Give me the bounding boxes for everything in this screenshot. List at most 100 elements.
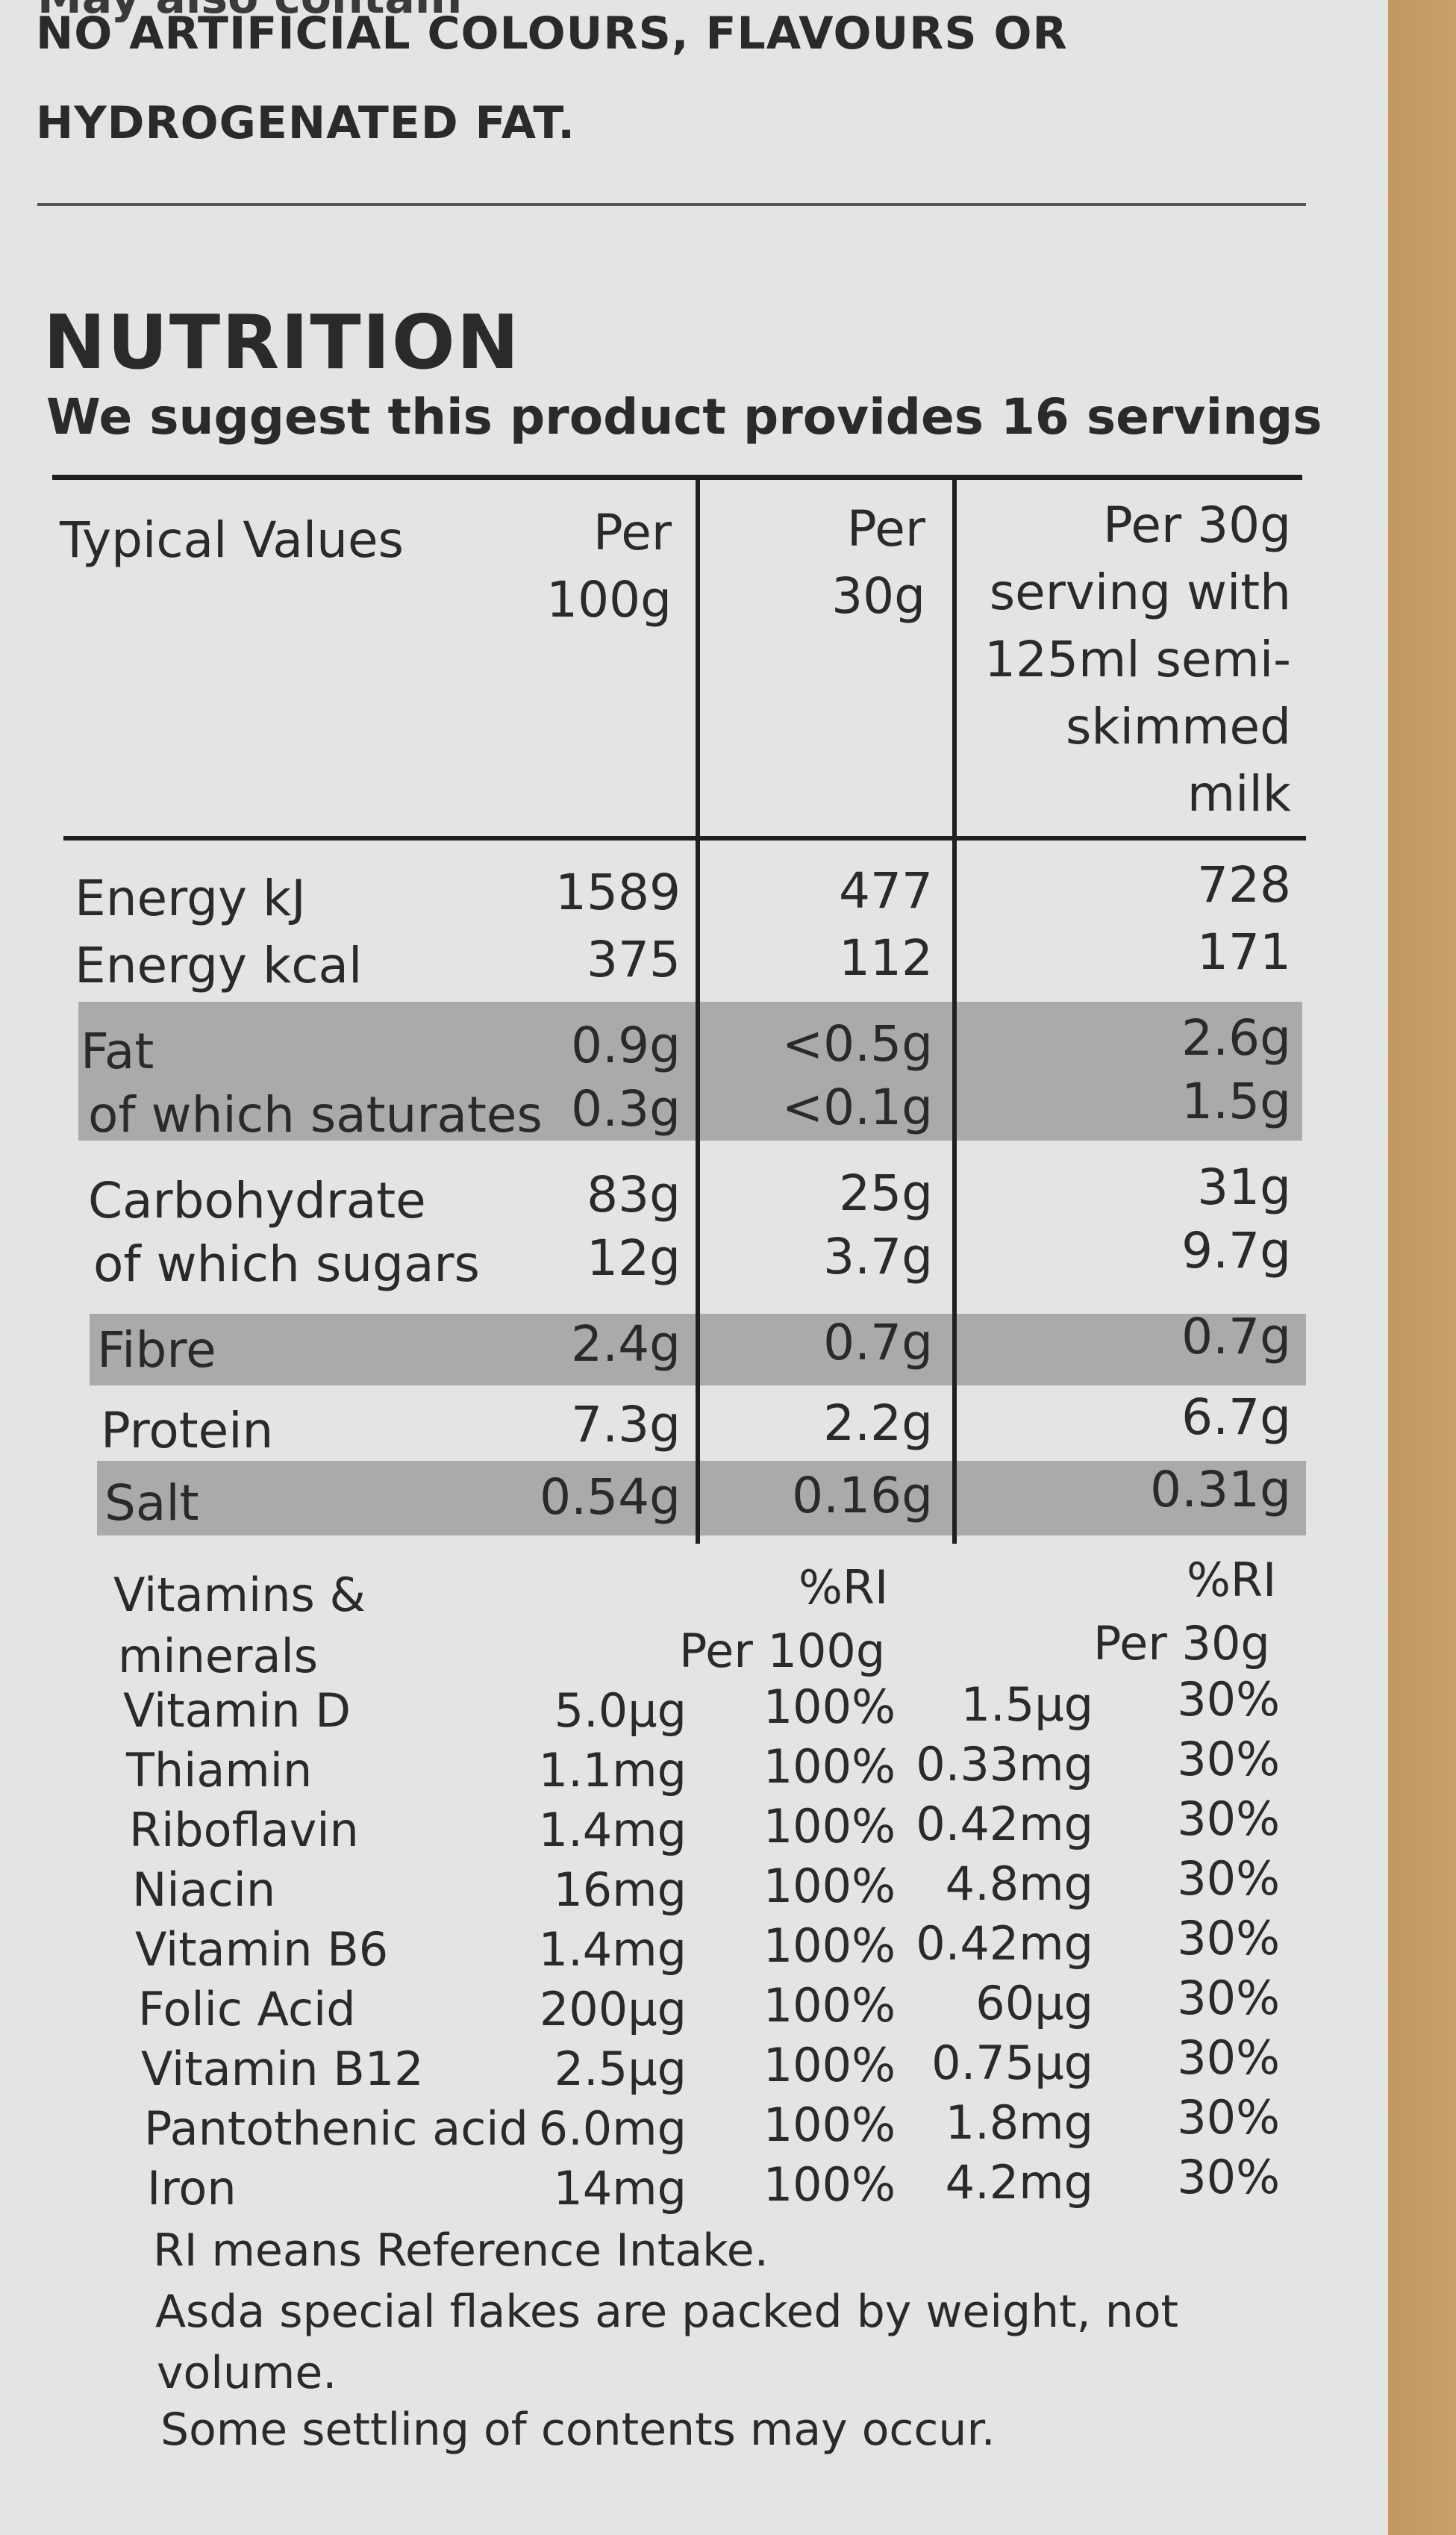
row-milk: 6.7g [1181,1388,1291,1446]
vitamin-ri100: 100% [763,1978,896,2033]
row-milk: 0.31g [1150,1461,1291,1518]
vitamin-per100: 200µg [539,1982,687,2036]
header-typical: Typical Values [60,511,404,569]
row-per100: 0.54g [540,1468,681,1526]
table-top-rule [52,475,1302,480]
vitamin-ri30: 30% [1177,2150,1280,2204]
row-label: of which saturates [88,1086,543,1144]
row-label: Energy kcal [75,937,363,994]
vitamin-per30: 4.2mg [945,2155,1093,2210]
row-per30: 0.16g [792,1467,933,1524]
vitamin-per30: 1.5µg [960,1677,1093,1732]
vitamin-ri30: 30% [1177,1672,1280,1727]
vitamin-name: Niacin [132,1862,276,1917]
header-milk-line3: 125ml semi- [984,631,1291,688]
vitamin-name: Vitamin B6 [135,1922,389,1977]
row-label: Fibre [97,1321,216,1379]
vitamin-per30: 0.33mg [916,1737,1093,1792]
ri-note: RI means Reference Intake. [153,2224,769,2277]
col-divider-1 [696,475,700,1544]
vitamins-ri-2: %RI [1187,1553,1277,1607]
vitamin-ri30: 30% [1177,1732,1280,1786]
header-rule [63,836,1306,841]
row-per30: 3.7g [823,1228,933,1285]
vitamin-per100: 1.1mg [538,1743,687,1797]
row-per30: 2.2g [823,1394,933,1452]
vitamin-per30: 60µg [975,1976,1093,2030]
vitamins-label-1: Vitamins & [113,1568,366,1622]
col-divider-2 [952,475,957,1544]
vitamin-per100: 14mg [553,2161,687,2216]
row-label: Salt [104,1474,199,1532]
header-milk-line5: milk [1187,765,1291,823]
row-per30: <0.5g [781,1015,933,1073]
header-milk-line1: Per 30g [1102,496,1291,554]
warning-line-1: NO ARTIFICIAL COLOURS, FLAVOURS OR [36,7,1068,60]
vitamin-per100: 16mg [553,1862,687,1917]
vitamin-ri100: 100% [763,2038,896,2092]
vitamin-ri30: 30% [1177,2090,1280,2145]
vitamin-per100: 1.4mg [538,1803,687,1857]
row-label: Protein [101,1402,274,1459]
warning-line-2: HYDROGENATED FAT. [36,97,575,149]
vitamin-per100: 2.5µg [554,2042,687,2096]
divider [37,203,1306,206]
vitamin-ri30: 30% [1177,2030,1280,2085]
vitamin-per30: 0.42mg [916,1797,1093,1851]
packed-note-2: volume. [157,2347,337,2399]
row-per100: 83g [587,1166,681,1223]
vitamin-ri100: 100% [763,2098,896,2152]
header-milk-line4: skimmed [1065,698,1291,755]
fat-shade [78,1002,1302,1141]
vitamin-per100: 5.0µg [554,1683,687,1738]
vitamin-ri100: 100% [763,1859,896,1913]
row-milk: 171 [1197,923,1291,981]
vitamin-name: Thiamin [126,1743,313,1797]
vitamins-ri-1: %RI [799,1560,889,1615]
vitamin-name: Pantothenic acid [144,2101,528,2156]
vitamin-ri100: 100% [763,1739,896,1794]
vitamin-per30: 0.75µg [931,2036,1093,2090]
row-label: of which sugars [93,1235,480,1293]
vitamin-ri100: 100% [763,2157,896,2212]
row-label: Energy kJ [75,870,306,927]
vitamin-ri100: 100% [763,1799,896,1853]
header-per30-line1: Per [846,500,925,558]
vitamins-per100: Per 100g [679,1624,886,1678]
row-per30: 0.7g [823,1314,933,1371]
row-milk: 9.7g [1181,1222,1291,1279]
row-per100: 7.3g [571,1396,681,1453]
header-per30-line2: 30g [831,567,925,625]
row-milk: 2.6g [1181,1009,1291,1067]
header-per100-line2: 100g [546,571,672,629]
row-per100: 0.3g [571,1080,681,1138]
vitamin-ri30: 30% [1177,1792,1280,1846]
vitamin-name: Vitamin B12 [141,2042,424,2096]
vitamin-ri100: 100% [763,1918,896,1973]
row-per30: 477 [839,862,933,920]
vitamin-name: Folic Acid [138,1982,356,2036]
row-per30: <0.1g [781,1079,933,1136]
row-milk: 0.7g [1181,1308,1291,1365]
vitamin-ri30: 30% [1177,1851,1280,1906]
nutrition-title: NUTRITION [43,299,521,386]
row-milk: 31g [1197,1159,1291,1216]
vitamin-ri30: 30% [1177,1971,1280,2025]
row-per100: 12g [587,1229,681,1287]
row-per30: 112 [839,929,933,987]
vitamin-per30: 4.8mg [945,1856,1093,1911]
servings-text: We suggest this product provides 16 serv… [46,388,1322,446]
header-milk-line2: serving with [989,564,1291,621]
vitamin-name: Iron [147,2161,237,2216]
vitamin-per30: 1.8mg [945,2095,1093,2150]
vitamin-name: Vitamin D [123,1683,351,1738]
vitamin-ri30: 30% [1177,1911,1280,1965]
row-label: Carbohydrate [88,1172,426,1229]
header-per100-line1: Per [593,504,672,561]
vitamin-name: Riboflavin [129,1803,359,1857]
vitamins-per30: Per 30g [1093,1616,1270,1671]
packed-note-1: Asda special flakes are packed by weight… [155,2286,1179,2338]
row-per30: 25g [839,1164,933,1222]
row-per100: 375 [587,931,681,988]
vitamin-per100: 1.4mg [538,1922,687,1977]
